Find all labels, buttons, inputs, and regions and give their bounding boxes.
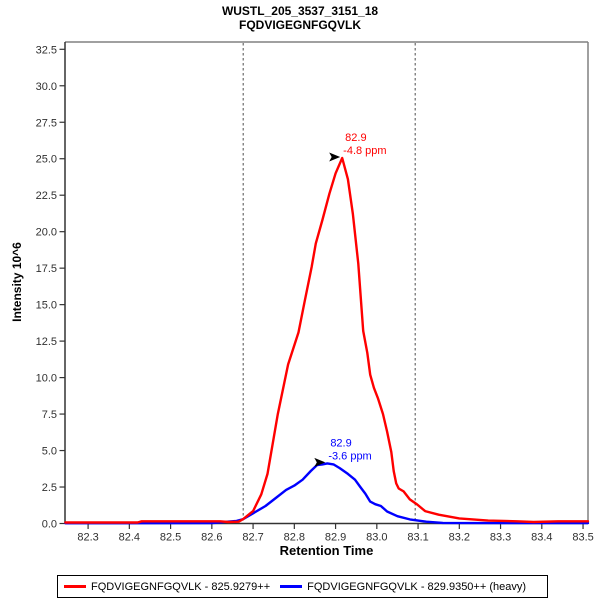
svg-text:82.9: 82.9 — [325, 532, 346, 544]
svg-text:25.0: 25.0 — [36, 154, 57, 166]
x-axis-label: Retention Time — [279, 543, 374, 558]
legend-label-light: FQDVIGEGNFGQVLK - 825.9279++ — [91, 580, 271, 593]
legend: FQDVIGEGNFGQVLK - 825.9279++ FQDVIGEGNFG… — [57, 575, 548, 598]
legend-item-heavy: FQDVIGEGNFGQVLK - 829.9350++ (heavy) — [280, 581, 526, 593]
peak-annotation-heavy: 82.9-3.6 ppm — [314, 437, 372, 467]
svg-text:83.1: 83.1 — [407, 532, 428, 544]
legend-line-heavy-icon — [280, 585, 303, 588]
svg-text:83.2: 83.2 — [449, 532, 470, 544]
svg-text:82.4: 82.4 — [119, 532, 140, 544]
legend-label-heavy: FQDVIGEGNFGQVLK - 829.9350++ (heavy) — [307, 580, 527, 593]
svg-text:82.3: 82.3 — [77, 532, 98, 544]
svg-text:82.6: 82.6 — [201, 532, 222, 544]
svg-text:2.5: 2.5 — [42, 482, 57, 494]
svg-text:-3.6 ppm: -3.6 ppm — [328, 450, 371, 462]
svg-text:-4.8 ppm: -4.8 ppm — [343, 145, 386, 157]
peak-annotation-light: 82.9-4.8 ppm — [329, 132, 387, 162]
svg-text:82.8: 82.8 — [284, 532, 305, 544]
svg-text:27.5: 27.5 — [36, 117, 57, 129]
legend-line-light-icon — [64, 585, 86, 588]
svg-text:17.5: 17.5 — [36, 263, 57, 275]
svg-text:82.9: 82.9 — [330, 437, 351, 449]
svg-text:12.5: 12.5 — [36, 336, 57, 348]
plot-border — [64, 41, 589, 525]
svg-text:82.7: 82.7 — [242, 532, 263, 544]
series-line-light — [64, 156, 590, 524]
chart-title-line1: WUSTL_205_3537_3151_18 — [221, 4, 379, 18]
svg-text:83.3: 83.3 — [490, 532, 511, 544]
chart-title-line2: FQDVIGEGNFGQVLK — [238, 18, 361, 32]
svg-text:32.5: 32.5 — [36, 44, 57, 56]
svg-text:10.0: 10.0 — [36, 373, 57, 385]
svg-text:30.0: 30.0 — [36, 81, 57, 93]
svg-text:82.5: 82.5 — [160, 532, 181, 544]
svg-text:0.0: 0.0 — [42, 519, 57, 531]
svg-text:83.4: 83.4 — [531, 532, 552, 544]
legend-item-light: FQDVIGEGNFGQVLK - 825.9279++ — [64, 581, 270, 593]
svg-text:83.5: 83.5 — [572, 532, 593, 544]
y-axis-ticks: 0.0 2.5 5.0 7.5 10.0 12.5 15.0 17.5 20.0 22.5 25.0… — [36, 44, 65, 531]
x-axis-ticks: 82.3 82.4 82.5 82.6 82.7 82.8 82.9 83.0 83.1 83.2… — [77, 523, 594, 544]
chart-title: WUSTL_205_3537_3151_18 FQDVIGEGNFGQVLK — [0, 4, 600, 32]
series-line-heavy — [64, 462, 590, 525]
svg-text:82.9: 82.9 — [345, 132, 366, 144]
svg-text:5.0: 5.0 — [42, 446, 57, 458]
svg-text:7.5: 7.5 — [42, 409, 57, 421]
svg-text:15.0: 15.0 — [36, 300, 57, 312]
svg-text:83.0: 83.0 — [366, 532, 387, 544]
svg-text:22.5: 22.5 — [36, 190, 57, 202]
svg-text:20.0: 20.0 — [36, 227, 57, 239]
